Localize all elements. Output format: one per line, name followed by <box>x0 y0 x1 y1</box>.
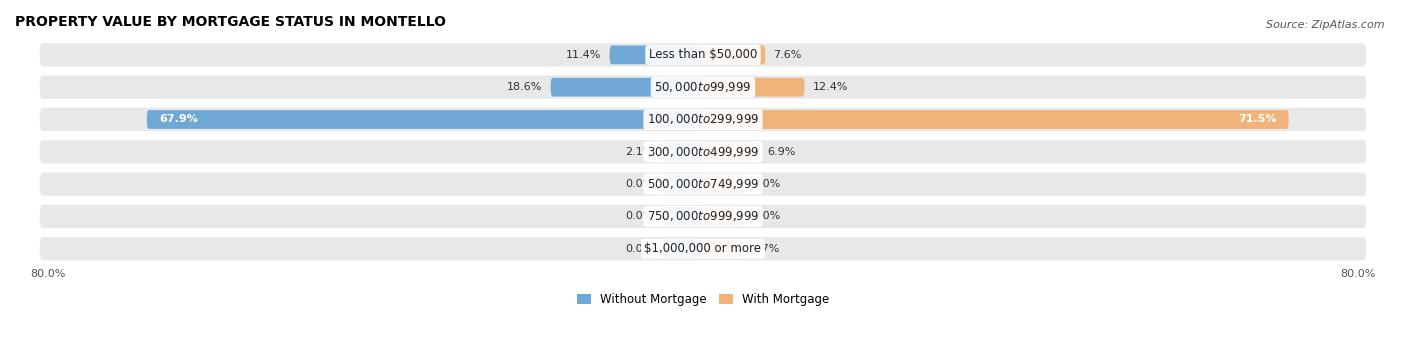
FancyBboxPatch shape <box>39 43 1367 67</box>
FancyBboxPatch shape <box>610 46 703 64</box>
Text: 0.0%: 0.0% <box>626 179 654 189</box>
Legend: Without Mortgage, With Mortgage: Without Mortgage, With Mortgage <box>572 289 834 311</box>
FancyBboxPatch shape <box>39 75 1367 99</box>
Text: 71.5%: 71.5% <box>1237 115 1277 124</box>
FancyBboxPatch shape <box>39 108 1367 131</box>
FancyBboxPatch shape <box>146 110 703 129</box>
FancyBboxPatch shape <box>703 239 744 258</box>
FancyBboxPatch shape <box>703 175 744 193</box>
Text: 6.9%: 6.9% <box>768 147 796 157</box>
FancyBboxPatch shape <box>703 78 804 97</box>
Text: 67.9%: 67.9% <box>159 115 198 124</box>
Text: PROPERTY VALUE BY MORTGAGE STATUS IN MONTELLO: PROPERTY VALUE BY MORTGAGE STATUS IN MON… <box>15 15 446 29</box>
Text: 18.6%: 18.6% <box>508 82 543 92</box>
FancyBboxPatch shape <box>703 207 744 226</box>
Text: 2.1%: 2.1% <box>626 147 654 157</box>
Text: 7.6%: 7.6% <box>773 50 801 60</box>
FancyBboxPatch shape <box>39 205 1367 228</box>
Text: Less than $50,000: Less than $50,000 <box>648 48 758 62</box>
FancyBboxPatch shape <box>662 239 703 258</box>
Text: $50,000 to $99,999: $50,000 to $99,999 <box>654 80 752 94</box>
Text: 0.0%: 0.0% <box>626 211 654 221</box>
FancyBboxPatch shape <box>703 110 1289 129</box>
Text: $300,000 to $499,999: $300,000 to $499,999 <box>647 145 759 159</box>
Text: 0.0%: 0.0% <box>626 244 654 254</box>
Text: 12.4%: 12.4% <box>813 82 848 92</box>
FancyBboxPatch shape <box>39 237 1367 260</box>
Text: $500,000 to $749,999: $500,000 to $749,999 <box>647 177 759 191</box>
FancyBboxPatch shape <box>662 142 703 161</box>
Text: 11.4%: 11.4% <box>567 50 602 60</box>
Text: Source: ZipAtlas.com: Source: ZipAtlas.com <box>1267 20 1385 30</box>
FancyBboxPatch shape <box>703 46 765 64</box>
Text: 1.7%: 1.7% <box>752 244 780 254</box>
Text: 0.0%: 0.0% <box>752 179 780 189</box>
Text: 0.0%: 0.0% <box>752 211 780 221</box>
Text: $1,000,000 or more: $1,000,000 or more <box>644 242 762 255</box>
FancyBboxPatch shape <box>662 175 703 193</box>
FancyBboxPatch shape <box>551 78 703 97</box>
FancyBboxPatch shape <box>662 207 703 226</box>
FancyBboxPatch shape <box>703 142 759 161</box>
Text: $750,000 to $999,999: $750,000 to $999,999 <box>647 209 759 223</box>
FancyBboxPatch shape <box>39 140 1367 164</box>
FancyBboxPatch shape <box>39 172 1367 196</box>
Text: $100,000 to $299,999: $100,000 to $299,999 <box>647 113 759 126</box>
